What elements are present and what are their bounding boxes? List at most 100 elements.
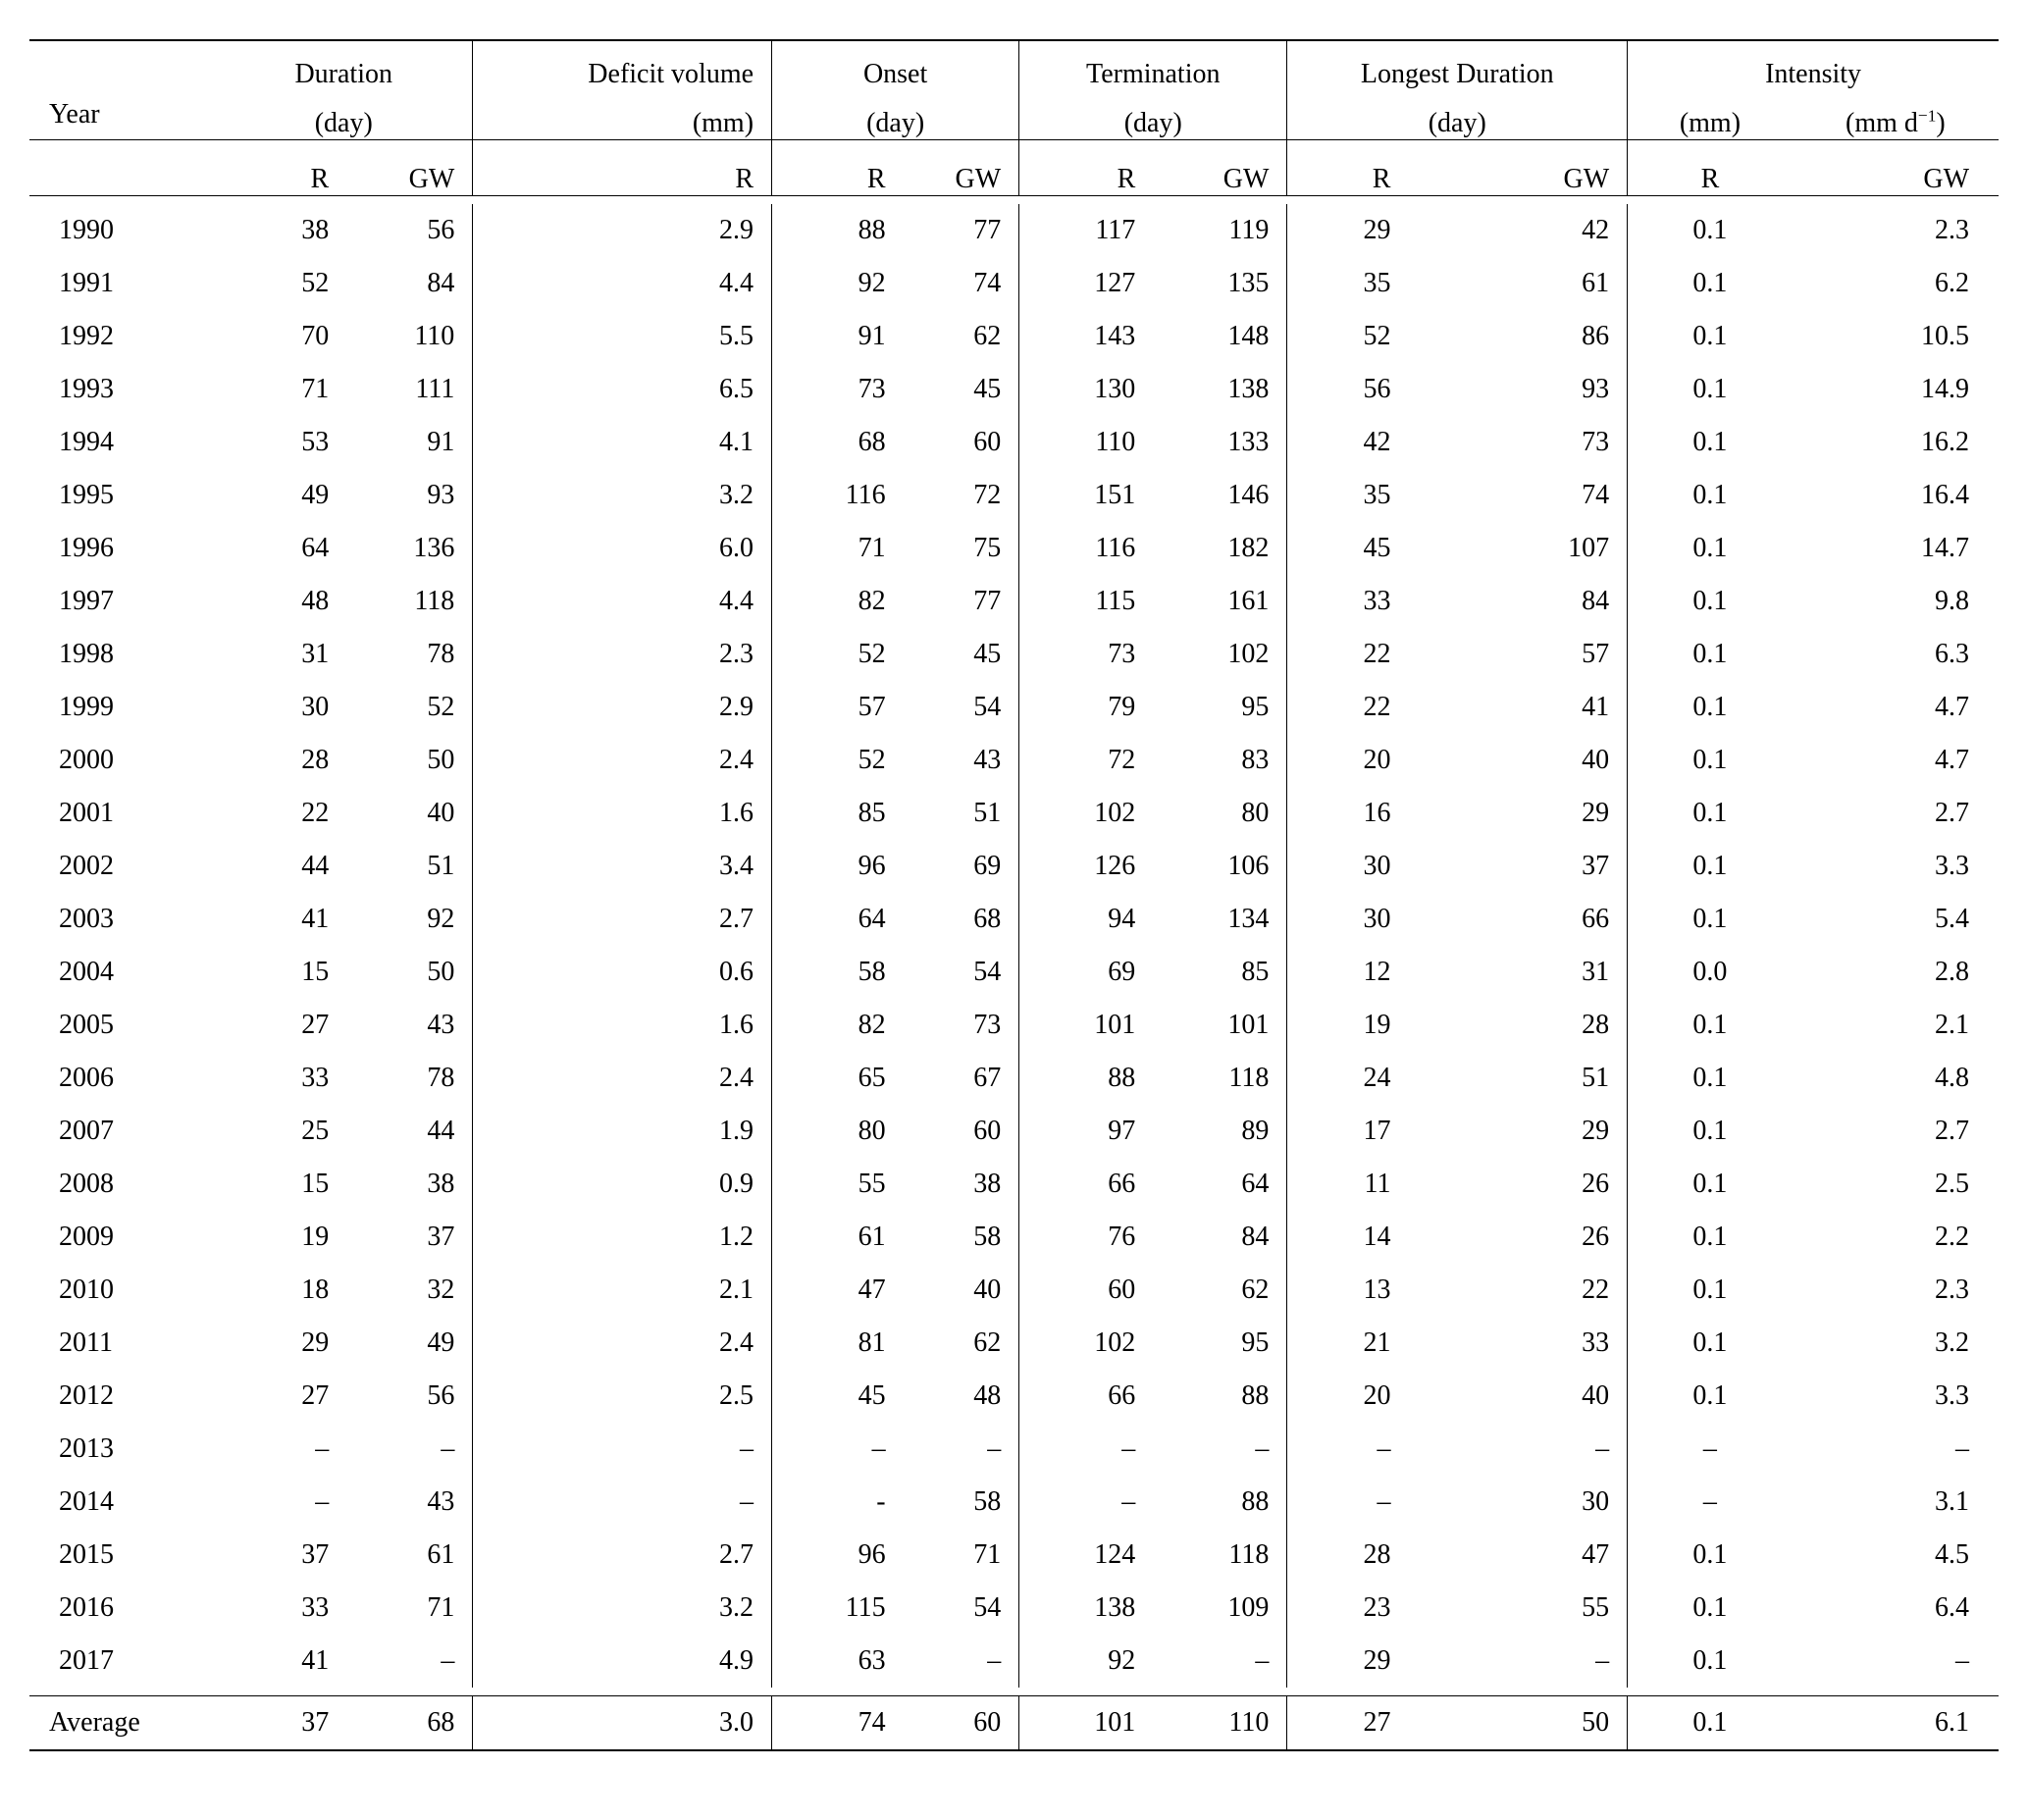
table-row: 1997481184.4827711516133840.19.8 (29, 575, 1999, 628)
cell-intensity-r: 0.1 (1628, 575, 1793, 628)
cell-duration-r: 18 (215, 1264, 338, 1317)
cell-onset-gw: 75 (896, 522, 1019, 575)
cell-duration-r: 15 (215, 946, 338, 999)
cell-termination-gw: 135 (1153, 257, 1287, 310)
cell-onset-r: 52 (772, 734, 896, 787)
cell-intensity-gw: 3.3 (1793, 840, 1999, 893)
cell-duration-r: 71 (215, 363, 338, 416)
cell-onset-r: 68 (772, 416, 896, 469)
cell-duration-r: 30 (215, 681, 338, 734)
cell-year: 2007 (29, 1105, 215, 1158)
cell-longest-gw: 42 (1400, 204, 1627, 257)
cell-onset-gw: 58 (896, 1211, 1019, 1264)
cell-onset-gw: 73 (896, 999, 1019, 1052)
cell-onset-r: – (772, 1423, 896, 1476)
cell-intensity-gw: 6.2 (1793, 257, 1999, 310)
cell-year: 1994 (29, 416, 215, 469)
cell-intensity-gw: 2.5 (1793, 1158, 1999, 1211)
cell-termination-gw: 85 (1153, 946, 1287, 999)
cell-termination-gw: 106 (1153, 840, 1287, 893)
cell-duration-r: 49 (215, 469, 338, 522)
cell-deficit: 2.9 (473, 204, 772, 257)
average-row: Average 37 68 3.0 74 60 101 110 27 50 0.… (29, 1696, 1999, 1751)
cell-deficit: 5.5 (473, 310, 772, 363)
cell-duration-r: – (215, 1423, 338, 1476)
cell-termination-gw: 119 (1153, 204, 1287, 257)
cell-longest-r: 33 (1287, 575, 1401, 628)
cell-onset-gw: 51 (896, 787, 1019, 840)
cell-longest-r: 24 (1287, 1052, 1401, 1105)
cell-onset-r: 73 (772, 363, 896, 416)
cell-duration-r: 52 (215, 257, 338, 310)
sub-duration-gw: GW (338, 140, 473, 196)
cell-termination-gw: 83 (1153, 734, 1287, 787)
table-row: 201537612.7967112411828470.14.5 (29, 1529, 1999, 1582)
cell-year: 2004 (29, 946, 215, 999)
cell-duration-gw: 78 (338, 1052, 473, 1105)
cell-intensity-r: 0.1 (1628, 469, 1793, 522)
cell-longest-r: 19 (1287, 999, 1401, 1052)
cell-onset-r: 63 (772, 1635, 896, 1688)
hdr-intensity: Intensity (1628, 40, 1999, 90)
table-row: 2014–43–-58–88–30–3.1 (29, 1476, 1999, 1529)
cell-duration-r: 31 (215, 628, 338, 681)
avg-duration-gw: 68 (338, 1696, 473, 1751)
cell-duration-gw: 71 (338, 1582, 473, 1635)
cell-intensity-gw: 4.7 (1793, 681, 1999, 734)
sub-onset-gw: GW (896, 140, 1019, 196)
cell-termination-gw: 148 (1153, 310, 1287, 363)
cell-deficit: 2.4 (473, 1052, 772, 1105)
cell-duration-gw: 78 (338, 628, 473, 681)
cell-year: 1993 (29, 363, 215, 416)
table-row: 200527431.6827310110119280.12.1 (29, 999, 1999, 1052)
cell-duration-r: 48 (215, 575, 338, 628)
cell-year: 2008 (29, 1158, 215, 1211)
cell-onset-r: 91 (772, 310, 896, 363)
table-row: 1996641366.07175116182451070.114.7 (29, 522, 1999, 575)
cell-intensity-r: 0.1 (1628, 787, 1793, 840)
table-row: 200122401.685511028016290.12.7 (29, 787, 1999, 840)
cell-termination-gw: 134 (1153, 893, 1287, 946)
cell-termination-r: 102 (1019, 787, 1154, 840)
cell-intensity-r: 0.0 (1628, 946, 1793, 999)
cell-year: 2010 (29, 1264, 215, 1317)
cell-intensity-gw: 3.1 (1793, 1476, 1999, 1529)
cell-year: 2016 (29, 1582, 215, 1635)
cell-onset-r: 116 (772, 469, 896, 522)
table-row: 201741–4.963–92–29–0.1– (29, 1635, 1999, 1688)
cell-deficit: 2.4 (473, 734, 772, 787)
cell-onset-gw: 77 (896, 575, 1019, 628)
cell-deficit: 6.5 (473, 363, 772, 416)
cell-year: 2000 (29, 734, 215, 787)
table-body: 199038562.9887711711929420.12.3199152844… (29, 196, 1999, 1689)
cell-longest-r: 23 (1287, 1582, 1401, 1635)
cell-termination-r: 117 (1019, 204, 1154, 257)
cell-intensity-r: 0.1 (1628, 840, 1793, 893)
cell-intensity-gw: 6.3 (1793, 628, 1999, 681)
cell-intensity-r: 0.1 (1628, 310, 1793, 363)
cell-longest-r: 22 (1287, 681, 1401, 734)
cell-longest-gw: 22 (1400, 1264, 1627, 1317)
cell-intensity-r: 0.1 (1628, 1582, 1793, 1635)
cell-duration-gw: 84 (338, 257, 473, 310)
cell-termination-r: 102 (1019, 1317, 1154, 1370)
cell-duration-gw: 92 (338, 893, 473, 946)
cell-intensity-r: 0.1 (1628, 1264, 1793, 1317)
cell-longest-gw: 61 (1400, 257, 1627, 310)
cell-longest-gw: – (1400, 1423, 1627, 1476)
cell-deficit: 2.3 (473, 628, 772, 681)
cell-deficit: 2.7 (473, 1529, 772, 1582)
cell-intensity-r: 0.1 (1628, 734, 1793, 787)
cell-duration-r: 19 (215, 1211, 338, 1264)
cell-termination-r: – (1019, 1476, 1154, 1529)
cell-deficit: 3.2 (473, 1582, 772, 1635)
cell-deficit: 6.0 (473, 522, 772, 575)
cell-year: 2003 (29, 893, 215, 946)
cell-year: 2002 (29, 840, 215, 893)
cell-termination-r: 138 (1019, 1582, 1154, 1635)
cell-deficit: 0.6 (473, 946, 772, 999)
cell-longest-r: 13 (1287, 1264, 1401, 1317)
sub-longest-gw: GW (1400, 140, 1627, 196)
cell-duration-gw: 61 (338, 1529, 473, 1582)
cell-intensity-gw: 3.2 (1793, 1317, 1999, 1370)
